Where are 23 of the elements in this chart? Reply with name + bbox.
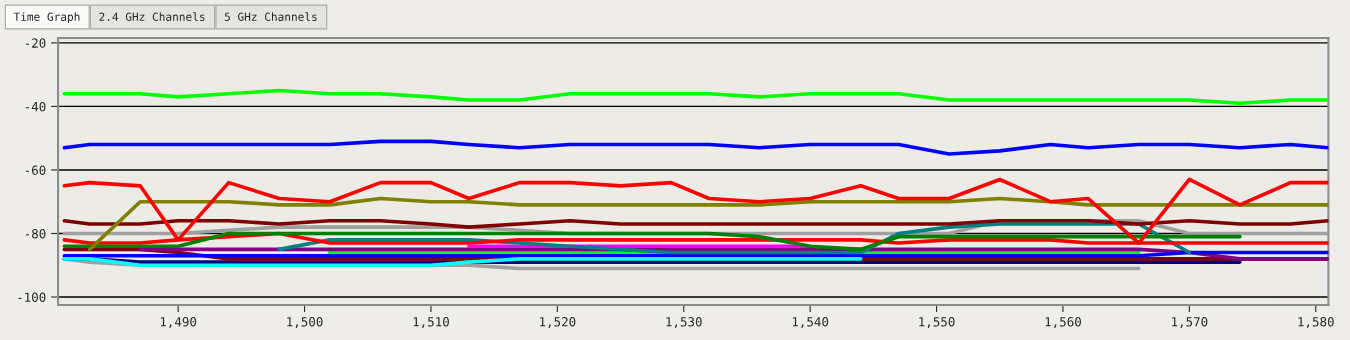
line-series — [87, 196, 1329, 252]
line-series — [62, 139, 1329, 156]
x-tick-label: 1,530 — [666, 317, 702, 329]
x-tick-label: 1,580 — [1298, 317, 1334, 329]
x-tick-label: 1,500 — [287, 317, 323, 329]
y-tick-label: -80 — [25, 228, 46, 239]
x-tick-label: 1,490 — [160, 317, 197, 329]
x-tick-label: 1,560 — [1045, 317, 1081, 329]
text: Time Graph — [13, 12, 80, 24]
text: 2.4 GHz Channels — [99, 12, 205, 21]
y-tick-label: -60 — [25, 165, 46, 175]
line-series — [62, 177, 1329, 245]
line-series — [62, 231, 1242, 252]
text: 5 GHz Channels — [224, 12, 317, 21]
x-tick-label: 1,510 — [413, 317, 449, 329]
x-tick-label: 1,520 — [540, 317, 576, 329]
x-tick-label: 1,540 — [792, 317, 829, 329]
y-tick-label: -20 — [25, 38, 46, 48]
x-tick-label: 1,550 — [919, 317, 955, 329]
line-series — [62, 88, 1329, 106]
y-tick-label: -100 — [18, 292, 46, 302]
y-tick-label: -40 — [25, 101, 46, 112]
x-tick-label: 1,570 — [1172, 317, 1208, 329]
